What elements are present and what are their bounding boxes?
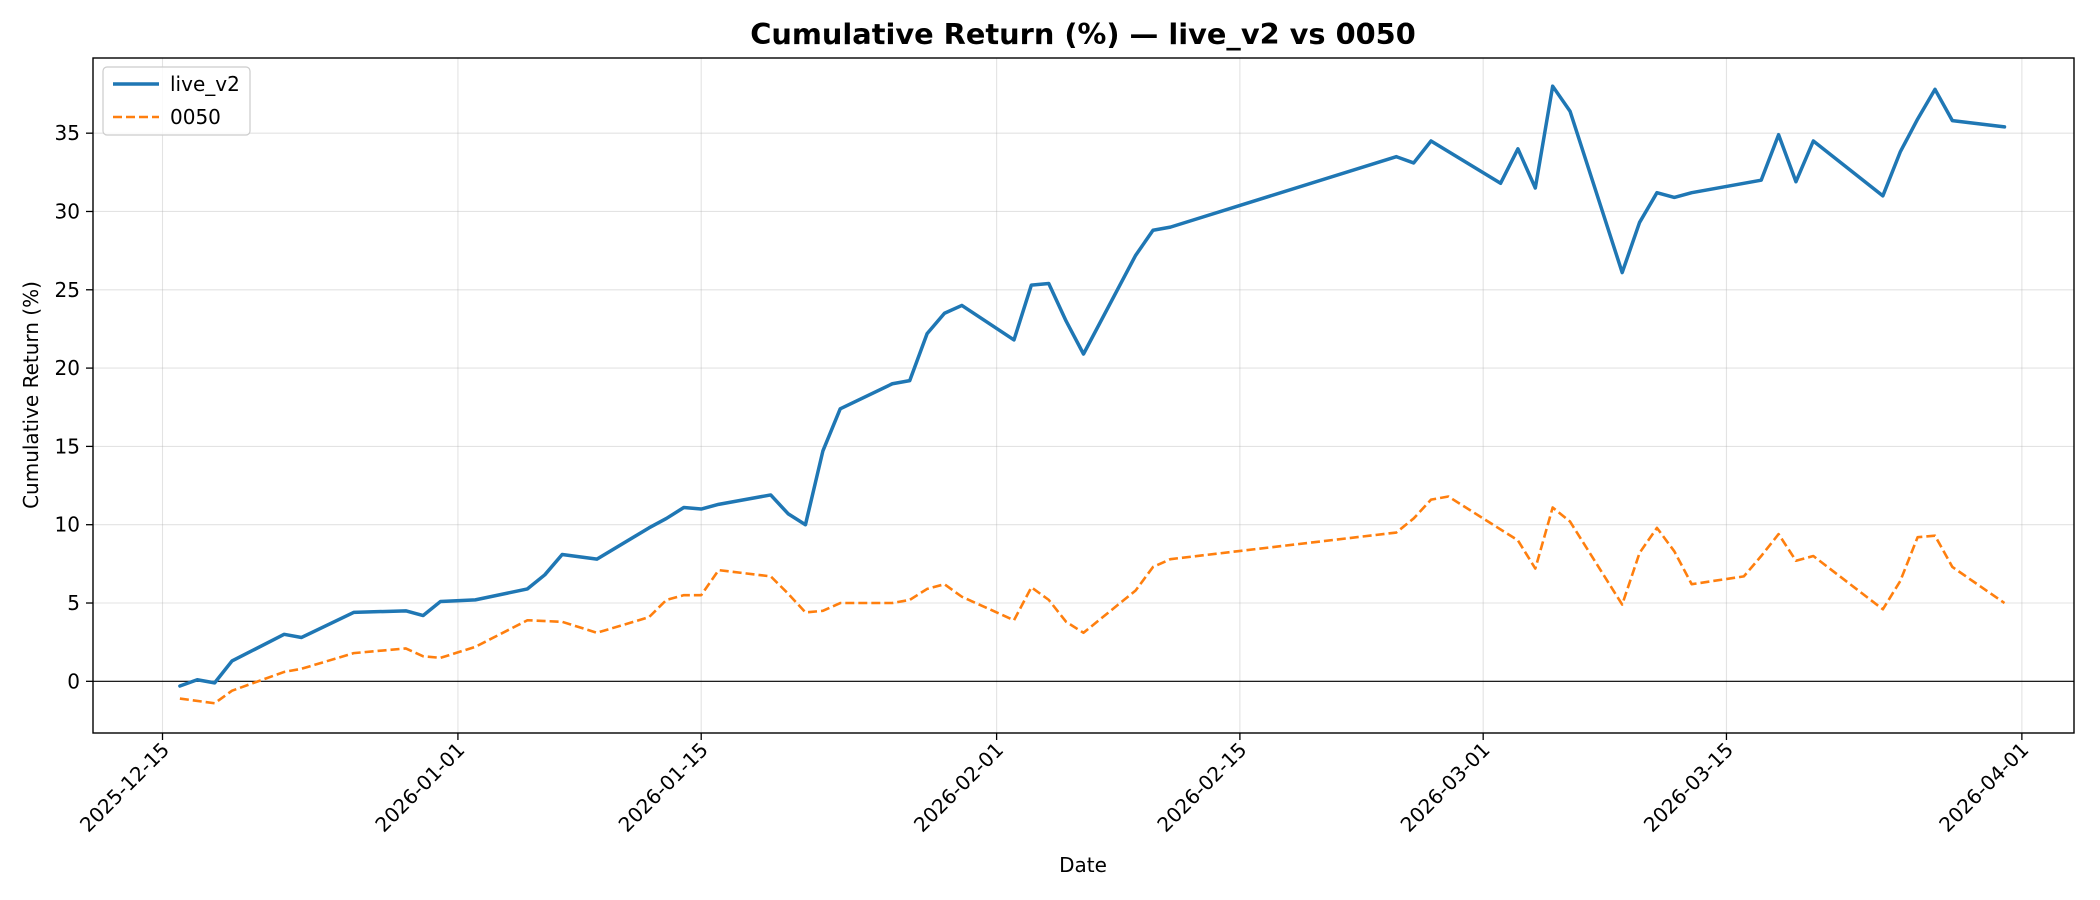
y-tick-label: 30 [55,199,80,223]
legend: live_v2 0050 [102,66,251,136]
series-line-live-v2 [178,84,2007,688]
legend-label-0050: 0050 [170,105,221,129]
y-tick-label: 0 [67,669,80,693]
y-axis-label: Cumulative Return (%) [19,281,43,509]
chart-title: Cumulative Return (%) — live_v2 vs 0050 [750,17,1416,51]
legend-label-live-v2: live_v2 [170,72,240,96]
plot-frame [92,57,2075,734]
y-tick-label: 15 [55,434,80,458]
grid [93,58,2074,733]
series-layer [178,84,2007,705]
y-tick-label: 10 [55,513,80,537]
y-tick-label: 20 [55,356,80,380]
y-tick-label: 25 [55,278,80,302]
series-line-0050 [179,495,2006,705]
x-axis-label: Date [1059,853,1107,877]
y-tick-label: 5 [67,591,80,615]
y-tick-label: 35 [55,121,80,145]
